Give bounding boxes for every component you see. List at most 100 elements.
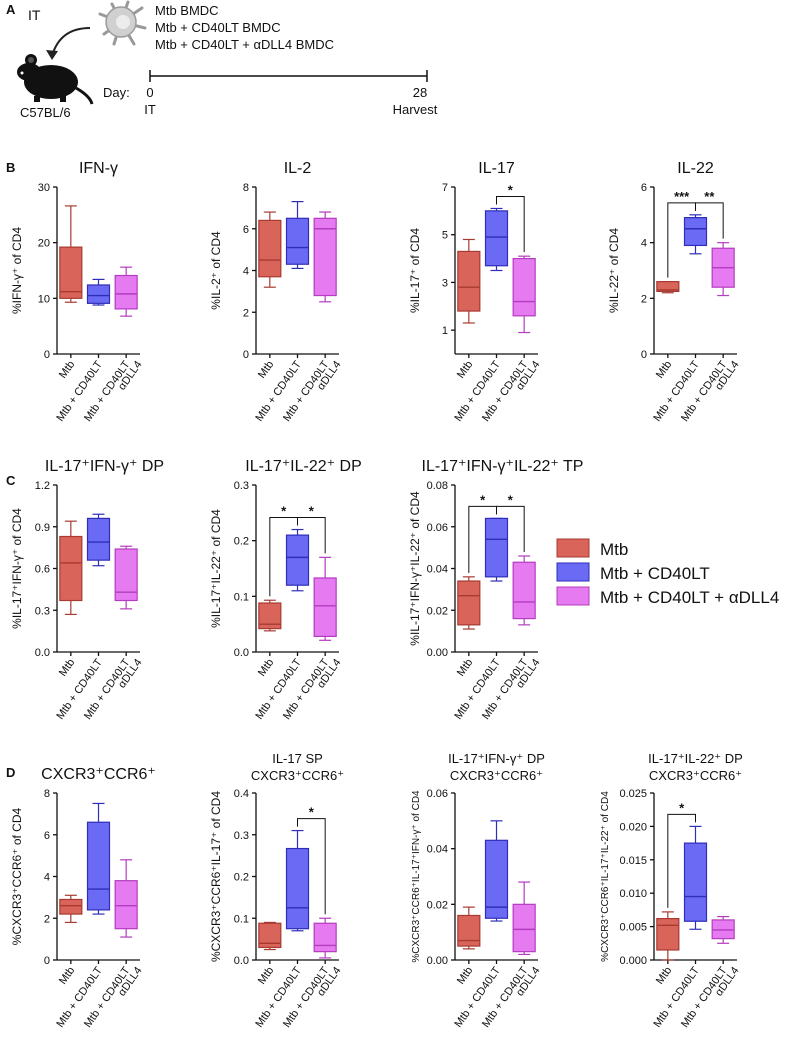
box-iqr <box>59 898 83 915</box>
y-tick-label: 0.015 <box>619 855 647 867</box>
y-tick-label: 2 <box>641 293 647 305</box>
y-tick-label: 0.04 <box>427 564 448 576</box>
legend-label-cd40: Mtb + CD40LT <box>600 564 710 583</box>
y-tick-label: 0.00 <box>427 955 448 967</box>
timeline-day28-event: Harvest <box>393 102 438 117</box>
bracket-line <box>297 818 326 915</box>
chart-title: CXCR3⁺CCR6⁺ <box>251 768 344 783</box>
y-tick-label: 7 <box>442 182 448 194</box>
y-axis-label: %CXCR3⁺CCR6⁺IL-17⁺IL-22⁺ of CD4 <box>600 791 611 962</box>
y-axis-label: %IL-17⁺IFN-γ⁺ of CD4 <box>10 508 24 629</box>
y-tick-label: 6 <box>641 182 647 194</box>
chart-c2: IL-17⁺IL-22⁺ DP 0.0 0.1 0.2 0.3 %IL-17⁺IL-22⁺… <box>209 458 362 722</box>
y-tick-label: 0 <box>641 349 647 361</box>
y-tick-label: 4 <box>641 238 647 250</box>
chart-title: CXCR3⁺CCR6⁺ <box>41 766 156 783</box>
bracket-line <box>297 517 326 554</box>
box-iqr <box>457 250 481 312</box>
y-tick-label: 2 <box>243 307 249 319</box>
y-tick-label: 0.020 <box>619 821 647 833</box>
box-mtb <box>59 205 83 303</box>
legend-line-cd40-bmdc: Mtb + CD40LT BMDC <box>155 20 281 35</box>
y-tick-label: 0.06 <box>427 522 448 534</box>
box-iqr <box>512 903 536 953</box>
timeline-day28: 28 <box>413 85 427 100</box>
legend-label-dll4: Mtb + CD40LT + αDLL4 <box>600 588 779 607</box>
x-tick-label-mtb: Mtb <box>57 359 77 381</box>
y-tick-label: 0.6 <box>35 564 50 576</box>
box-mtb <box>59 894 83 924</box>
box-cd40 <box>484 517 509 582</box>
box-mtb <box>258 921 282 951</box>
box-dll4 <box>313 556 337 641</box>
box-iqr <box>313 922 337 953</box>
box-iqr <box>285 534 310 586</box>
x-tick-label-mtb: Mtb <box>455 359 475 381</box>
y-tick-label: 0.3 <box>35 605 50 617</box>
box-cd40 <box>484 207 509 272</box>
significance-label: * <box>281 504 287 519</box>
box-iqr <box>457 914 481 947</box>
box-iqr <box>656 917 680 951</box>
bracket-line <box>496 505 525 552</box>
box-iqr <box>484 517 509 578</box>
significance-label: * <box>480 492 486 507</box>
box-iqr <box>285 217 310 265</box>
box-cd40 <box>683 214 708 255</box>
panel-a: A IT C <box>6 0 438 120</box>
box-cd40 <box>285 829 310 932</box>
y-tick-label: 8 <box>44 788 50 800</box>
box-mtb <box>457 906 481 950</box>
y-tick-label: 0.025 <box>619 788 647 800</box>
box-cd40 <box>86 278 111 306</box>
y-tick-label: 0.02 <box>427 899 448 911</box>
y-tick-label: 0.02 <box>427 605 448 617</box>
y-tick-label: 0.3 <box>234 830 249 842</box>
box-iqr <box>484 210 509 267</box>
y-tick-label: 0.2 <box>234 536 249 548</box>
it-label: IT <box>28 7 41 23</box>
box-mtb <box>656 911 680 961</box>
y-axis-label: %CXCR3⁺CCR6⁺IL-17⁺IFN-γ⁺ of CD4 <box>411 790 422 963</box>
y-tick-label: 6 <box>44 830 50 842</box>
chart-d3: IL-17⁺IFN-γ⁺ DP CXCR3⁺CCR6⁺ 0.00 0.02 0.04 0.… <box>411 751 545 1030</box>
y-tick-label: 0 <box>243 349 249 361</box>
panel-label-d: D <box>6 765 15 780</box>
panel-label-b: B <box>6 160 15 175</box>
significance-label: * <box>679 800 685 815</box>
y-axis-label: %CXCR3⁺CCR6⁺IL-17⁺ of CD4 <box>209 791 223 962</box>
y-tick-label: 0.4 <box>234 788 249 800</box>
significance-label: * <box>309 504 315 519</box>
legend-swatch-dll4 <box>556 586 590 606</box>
y-tick-label: 1 <box>442 325 448 337</box>
chart-title: IL-17 <box>478 160 515 177</box>
box-iqr <box>114 274 138 310</box>
box-iqr <box>114 880 138 930</box>
y-tick-label: 10 <box>38 293 50 305</box>
significance-label: * <box>508 182 514 197</box>
y-tick-label: 0.04 <box>427 844 448 856</box>
transfer-arrowhead-icon <box>46 50 58 60</box>
significance-bracket: * <box>667 800 696 908</box>
box-mtb <box>258 211 282 288</box>
y-axis-label: %CXCR3⁺CCR6⁺ of CD4 <box>10 807 24 945</box>
y-tick-label: 0.9 <box>35 522 50 534</box>
box-cd40 <box>86 513 111 567</box>
y-axis-label: %IL-17⁺IL-22⁺ of CD4 <box>209 509 223 628</box>
y-tick-label: 0.2 <box>234 872 249 884</box>
y-tick-label: 0.0 <box>234 647 249 659</box>
y-tick-label: 0.005 <box>619 922 647 934</box>
mouse-strain-label: C57BL/6 <box>20 105 71 120</box>
y-tick-label: 20 <box>38 238 50 250</box>
transfer-arrow <box>51 27 91 57</box>
y-tick-label: 0.0 <box>234 955 249 967</box>
legend-label-mtb: Mtb <box>600 540 628 559</box>
chart-d4: IL-17⁺IL-22⁺ DP CXCR3⁺CCR6⁺ 0.000 0.005 0.01… <box>600 751 743 1030</box>
box-iqr <box>313 217 337 297</box>
legend-line-mtb-bmdc: Mtb BMDC <box>155 3 219 18</box>
significance-bracket: * <box>496 182 525 253</box>
box-iqr <box>683 217 708 247</box>
